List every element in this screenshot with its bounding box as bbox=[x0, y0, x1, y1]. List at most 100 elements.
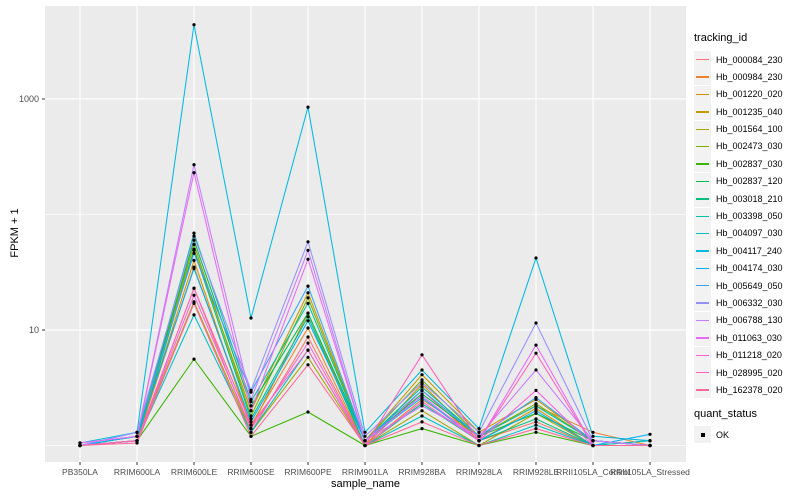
data-point bbox=[192, 163, 196, 167]
data-point bbox=[591, 443, 595, 448]
legend-key-swatch bbox=[694, 311, 711, 329]
axes: 10 1000 PB350LA RRIM600LA RRIM600LE RRIM600SE… bbox=[19, 94, 690, 477]
legend-key-swatch bbox=[694, 294, 711, 312]
legend-title-tracking: tracking_id bbox=[694, 32, 748, 44]
x-tick-label: RRIM600SE bbox=[227, 467, 275, 477]
legend-key-swatch bbox=[694, 259, 711, 277]
data-point bbox=[534, 409, 538, 413]
legend-item-label: Hb_003018_210 bbox=[716, 193, 783, 204]
data-point bbox=[534, 368, 538, 372]
legend-line-icon bbox=[696, 111, 709, 113]
legend-item: Hb_006332_030 bbox=[694, 294, 798, 312]
legend-item-label: Hb_000984_230 bbox=[716, 71, 783, 82]
data-point bbox=[420, 381, 424, 385]
data-point bbox=[363, 434, 367, 438]
data-point bbox=[306, 410, 310, 414]
data-points bbox=[78, 23, 652, 448]
data-point bbox=[534, 423, 538, 427]
legend-item-label: Hb_011063_030 bbox=[716, 332, 782, 343]
data-point bbox=[249, 430, 253, 434]
data-point bbox=[192, 171, 196, 175]
data-point bbox=[192, 258, 196, 262]
legend-item: Hb_028995_020 bbox=[694, 364, 798, 382]
legend-line-icon bbox=[696, 76, 709, 78]
legend-key-swatch bbox=[694, 172, 711, 190]
legend-key-swatch bbox=[694, 242, 711, 260]
y-tick-label: 1000 bbox=[19, 94, 39, 104]
data-point bbox=[249, 417, 253, 421]
legend-item: Hb_006788_130 bbox=[694, 311, 798, 329]
data-point bbox=[306, 257, 310, 261]
x-tick-label: RRIM928BA bbox=[398, 467, 446, 477]
data-point bbox=[306, 335, 310, 339]
x-tick-label: RRIM928LA bbox=[456, 467, 503, 477]
legend-line-icon bbox=[696, 215, 709, 217]
legend-item: Hb_005649_050 bbox=[694, 277, 798, 295]
data-point bbox=[249, 316, 253, 320]
data-point bbox=[306, 326, 310, 330]
data-point bbox=[420, 378, 424, 382]
legend-item: Hb_011063_030 bbox=[694, 329, 798, 347]
data-point bbox=[192, 251, 196, 255]
data-point bbox=[192, 234, 196, 238]
legend-item: Hb_004174_030 bbox=[694, 259, 798, 277]
data-point bbox=[306, 240, 310, 244]
data-point bbox=[477, 430, 481, 434]
x-tick-label: RRII105LA_Control bbox=[556, 467, 630, 477]
legend-line-icon bbox=[696, 93, 709, 96]
data-point bbox=[192, 242, 196, 247]
data-point bbox=[192, 248, 196, 252]
legend-line-icon bbox=[696, 128, 709, 130]
legend-key-swatch bbox=[694, 120, 711, 138]
data-point bbox=[135, 434, 139, 438]
legend-line-icon bbox=[696, 337, 709, 339]
data-point bbox=[534, 406, 538, 410]
legend-item: Hb_002837_120 bbox=[694, 172, 798, 190]
legend-item-label: Hb_002837_120 bbox=[716, 176, 783, 187]
data-point bbox=[249, 427, 253, 431]
legend-key-swatch bbox=[694, 224, 711, 242]
legend-item: Hb_001564_100 bbox=[694, 120, 798, 138]
y-axis-title: FPKM + 1 bbox=[9, 208, 21, 258]
data-point bbox=[192, 301, 196, 305]
data-point bbox=[420, 427, 424, 431]
data-point bbox=[534, 388, 538, 392]
x-tick-label: RRIM901LA bbox=[342, 467, 389, 477]
data-point bbox=[534, 351, 538, 355]
legend-item-label: Hb_006332_030 bbox=[716, 297, 783, 308]
data-point bbox=[306, 105, 310, 109]
data-point bbox=[135, 441, 139, 445]
data-point bbox=[306, 284, 310, 288]
legend-item-label: Hb_002473_030 bbox=[716, 141, 783, 152]
data-point bbox=[648, 443, 652, 448]
data-point bbox=[249, 404, 253, 408]
data-point bbox=[648, 439, 652, 443]
data-point bbox=[192, 286, 196, 290]
legend-line-icon bbox=[696, 354, 709, 357]
legend-key-swatch bbox=[694, 381, 711, 399]
data-point bbox=[534, 420, 538, 424]
data-point bbox=[249, 409, 253, 413]
legend-item-label: Hb_001220_020 bbox=[716, 89, 783, 100]
x-tick-label: RRIM928LE bbox=[513, 467, 560, 477]
legend-key-swatch bbox=[694, 137, 711, 155]
data-point bbox=[534, 402, 538, 406]
data-point bbox=[306, 355, 310, 359]
legend-line-icon bbox=[696, 145, 709, 148]
legend-key-swatch bbox=[694, 364, 711, 382]
data-point bbox=[192, 231, 196, 235]
data-point bbox=[534, 427, 538, 431]
legend-item-label: Hb_162378_020 bbox=[716, 384, 783, 395]
legend-item-label: Hb_001564_100 bbox=[716, 124, 783, 135]
data-point bbox=[249, 434, 253, 438]
legend-item: Hb_162378_020 bbox=[694, 381, 798, 399]
data-point bbox=[591, 439, 595, 443]
data-point bbox=[306, 363, 310, 367]
data-point bbox=[420, 414, 424, 418]
x-tick-label: RRIM600PE bbox=[284, 467, 332, 477]
data-point bbox=[534, 321, 538, 325]
legend-item-label: Hb_006788_130 bbox=[716, 315, 783, 326]
data-point bbox=[591, 430, 595, 434]
data-point bbox=[135, 439, 139, 443]
data-point bbox=[363, 443, 367, 448]
